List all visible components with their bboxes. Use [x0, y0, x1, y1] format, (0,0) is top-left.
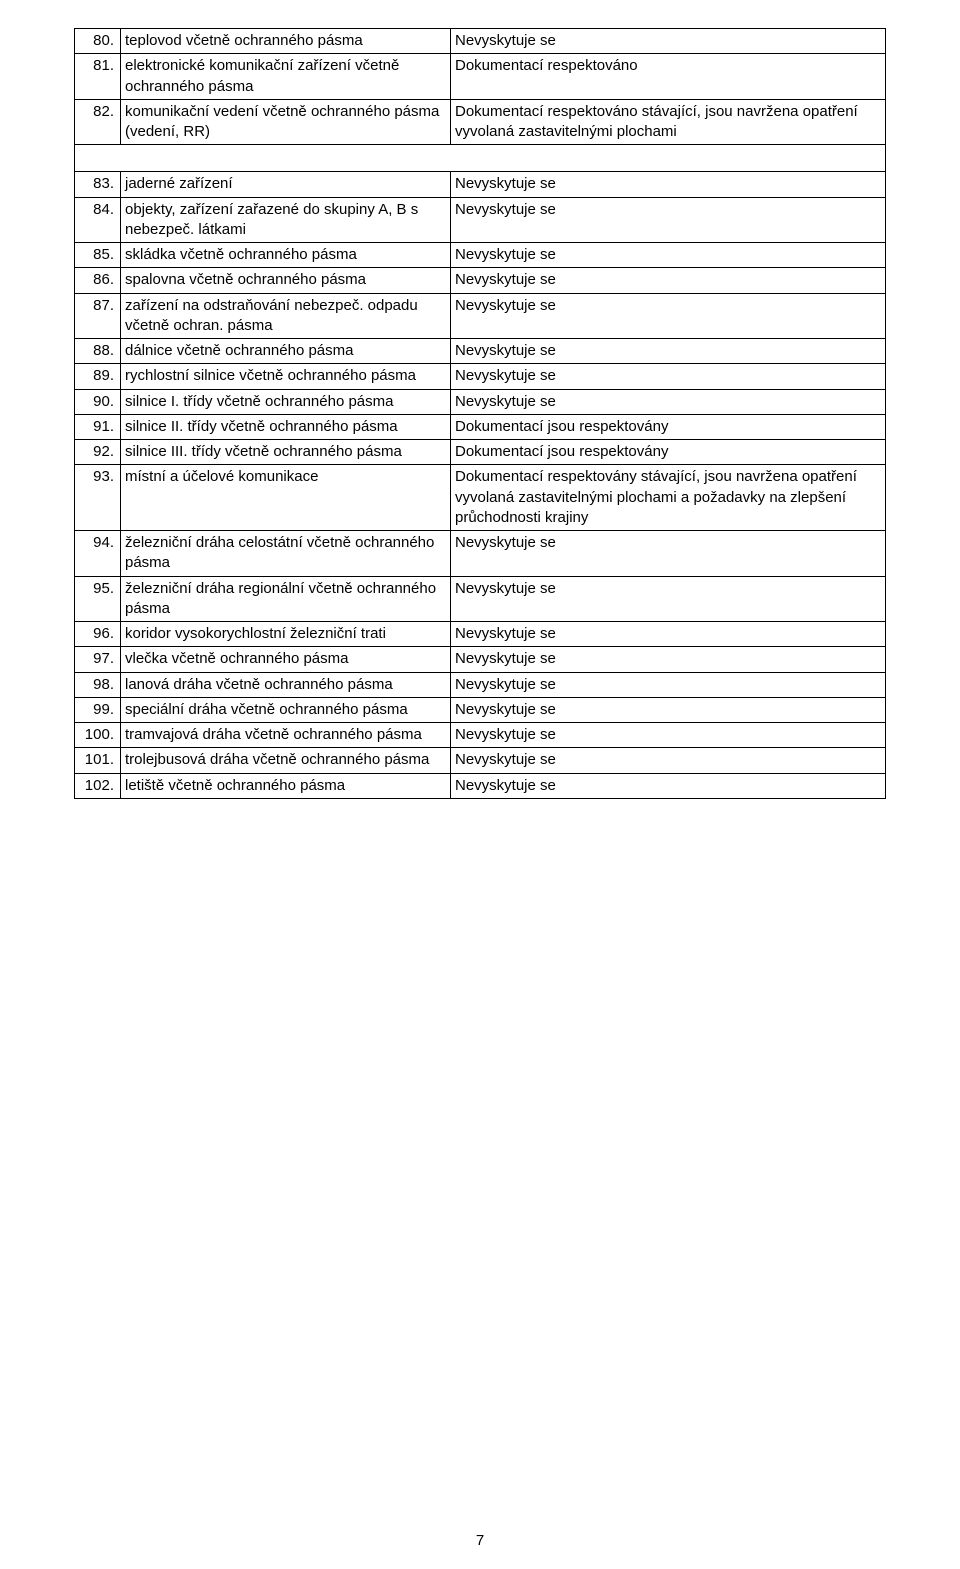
row-number: 92. [75, 440, 121, 465]
row-number: 85. [75, 243, 121, 268]
table-body: 80.teplovod včetně ochranného pásmaNevys… [75, 29, 886, 799]
table-row: 87.zařízení na odstraňování nebezpeč. od… [75, 293, 886, 339]
table-row: 92.silnice III. třídy včetně ochranného … [75, 440, 886, 465]
table-row: 100.tramvajová dráha včetně ochranného p… [75, 723, 886, 748]
row-label: silnice II. třídy včetně ochranného pásm… [121, 414, 451, 439]
row-label: rychlostní silnice včetně ochranného pás… [121, 364, 451, 389]
table-row: 83.jaderné zařízeníNevyskytuje se [75, 172, 886, 197]
row-value: Nevyskytuje se [451, 339, 886, 364]
row-value: Nevyskytuje se [451, 672, 886, 697]
row-number: 95. [75, 576, 121, 622]
row-number: 88. [75, 339, 121, 364]
page-number: 7 [0, 1532, 960, 1549]
row-number: 89. [75, 364, 121, 389]
row-number: 96. [75, 622, 121, 647]
row-label: železniční dráha regionální včetně ochra… [121, 576, 451, 622]
row-label: silnice I. třídy včetně ochranného pásma [121, 389, 451, 414]
row-value: Nevyskytuje se [451, 364, 886, 389]
table-row: 85.skládka včetně ochranného pásmaNevysk… [75, 243, 886, 268]
row-number: 84. [75, 197, 121, 243]
row-value: Nevyskytuje se [451, 531, 886, 577]
table-row: 93.místní a účelové komunikaceDokumentac… [75, 465, 886, 531]
row-label: elektronické komunikační zařízení včetně… [121, 54, 451, 100]
table-row: 99.speciální dráha včetně ochranného pás… [75, 697, 886, 722]
row-value: Dokumentací jsou respektovány [451, 440, 886, 465]
row-number: 87. [75, 293, 121, 339]
row-label: silnice III. třídy včetně ochranného pás… [121, 440, 451, 465]
row-label: letiště včetně ochranného pásma [121, 773, 451, 798]
row-number: 81. [75, 54, 121, 100]
table-row: 81.elektronické komunikační zařízení vče… [75, 54, 886, 100]
row-value: Nevyskytuje se [451, 172, 886, 197]
row-number: 86. [75, 268, 121, 293]
row-number: 102. [75, 773, 121, 798]
row-number: 100. [75, 723, 121, 748]
row-label: spalovna včetně ochranného pásma [121, 268, 451, 293]
row-value: Nevyskytuje se [451, 293, 886, 339]
row-label: vlečka včetně ochranného pásma [121, 647, 451, 672]
page: 80.teplovod včetně ochranného pásmaNevys… [0, 0, 960, 1569]
row-value: Dokumentací respektováno [451, 54, 886, 100]
row-label: trolejbusová dráha včetně ochranného pás… [121, 748, 451, 773]
row-value: Nevyskytuje se [451, 697, 886, 722]
row-label: místní a účelové komunikace [121, 465, 451, 531]
row-number: 83. [75, 172, 121, 197]
row-label: objekty, zařízení zařazené do skupiny A,… [121, 197, 451, 243]
table-row: 90.silnice I. třídy včetně ochranného pá… [75, 389, 886, 414]
row-value: Dokumentací jsou respektovány [451, 414, 886, 439]
table-row: 98.lanová dráha včetně ochranného pásmaN… [75, 672, 886, 697]
row-label: zařízení na odstraňování nebezpeč. odpad… [121, 293, 451, 339]
row-value: Dokumentací respektováno stávající, jsou… [451, 99, 886, 145]
row-label: tramvajová dráha včetně ochranného pásma [121, 723, 451, 748]
row-value: Nevyskytuje se [451, 268, 886, 293]
row-label: koridor vysokorychlostní železniční trat… [121, 622, 451, 647]
row-value: Nevyskytuje se [451, 389, 886, 414]
table-row: 88.dálnice včetně ochranného pásmaNevysk… [75, 339, 886, 364]
row-value: Nevyskytuje se [451, 243, 886, 268]
table-row: 80.teplovod včetně ochranného pásmaNevys… [75, 29, 886, 54]
row-value: Nevyskytuje se [451, 576, 886, 622]
data-table: 80.teplovod včetně ochranného pásmaNevys… [74, 28, 886, 799]
row-number: 97. [75, 647, 121, 672]
row-number: 98. [75, 672, 121, 697]
table-row: 96.koridor vysokorychlostní železniční t… [75, 622, 886, 647]
row-number: 90. [75, 389, 121, 414]
row-value: Dokumentací respektovány stávající, jsou… [451, 465, 886, 531]
row-value: Nevyskytuje se [451, 29, 886, 54]
table-row [75, 145, 886, 172]
table-row: 94.železniční dráha celostátní včetně oc… [75, 531, 886, 577]
row-number: 99. [75, 697, 121, 722]
row-label: speciální dráha včetně ochranného pásma [121, 697, 451, 722]
row-number: 80. [75, 29, 121, 54]
row-value: Nevyskytuje se [451, 197, 886, 243]
row-value: Nevyskytuje se [451, 748, 886, 773]
table-row: 89.rychlostní silnice včetně ochranného … [75, 364, 886, 389]
row-label: komunikační vedení včetně ochranného pás… [121, 99, 451, 145]
row-number: 94. [75, 531, 121, 577]
row-value: Nevyskytuje se [451, 723, 886, 748]
gap-cell [75, 145, 886, 172]
row-value: Nevyskytuje se [451, 773, 886, 798]
row-number: 82. [75, 99, 121, 145]
table-row: 84.objekty, zařízení zařazené do skupiny… [75, 197, 886, 243]
table-row: 82.komunikační vedení včetně ochranného … [75, 99, 886, 145]
row-number: 91. [75, 414, 121, 439]
table-row: 102.letiště včetně ochranného pásmaNevys… [75, 773, 886, 798]
table-row: 95.železniční dráha regionální včetně oc… [75, 576, 886, 622]
table-row: 86.spalovna včetně ochranného pásmaNevys… [75, 268, 886, 293]
row-value: Nevyskytuje se [451, 647, 886, 672]
row-number: 93. [75, 465, 121, 531]
row-label: železniční dráha celostátní včetně ochra… [121, 531, 451, 577]
row-label: teplovod včetně ochranného pásma [121, 29, 451, 54]
table-row: 91.silnice II. třídy včetně ochranného p… [75, 414, 886, 439]
row-value: Nevyskytuje se [451, 622, 886, 647]
table-row: 97.vlečka včetně ochranného pásmaNevysky… [75, 647, 886, 672]
table-row: 101.trolejbusová dráha včetně ochranného… [75, 748, 886, 773]
row-label: dálnice včetně ochranného pásma [121, 339, 451, 364]
row-label: jaderné zařízení [121, 172, 451, 197]
row-number: 101. [75, 748, 121, 773]
row-label: lanová dráha včetně ochranného pásma [121, 672, 451, 697]
row-label: skládka včetně ochranného pásma [121, 243, 451, 268]
